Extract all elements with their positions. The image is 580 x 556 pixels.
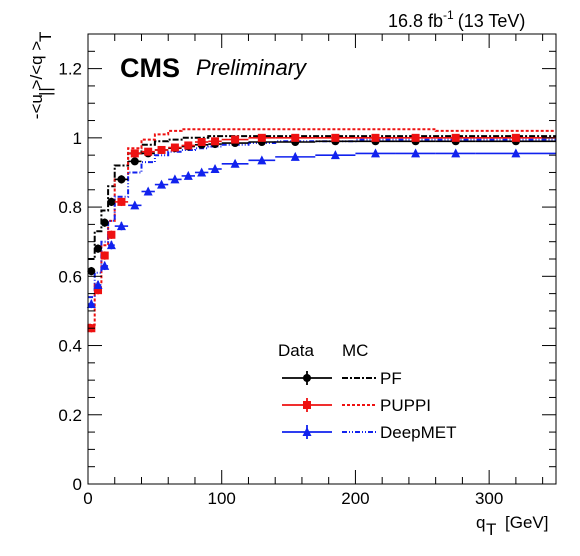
data-point (197, 138, 206, 146)
data-point (257, 155, 267, 165)
legend-entry-puppi: PUPPI (282, 396, 431, 415)
data-point (116, 221, 126, 231)
legend-label: PUPPI (380, 396, 431, 415)
mc-line-puppi (88, 128, 556, 326)
data-point (330, 150, 340, 160)
experiment-label: CMS (120, 53, 180, 83)
legend-entry-deepmet: DeepMET (282, 423, 457, 442)
x-axis-title-main: q (476, 513, 485, 532)
data-point (291, 133, 300, 142)
x-axis-title-unit: [GeV] (505, 513, 548, 532)
axes: 0 0.2 0.4 0.6 0.8 1 1.2 0 100 200 300 (58, 33, 557, 508)
y-tick-label: 0.2 (58, 406, 82, 425)
y-axis-title-text: -<u >/<q > (27, 41, 46, 120)
data-point (183, 170, 193, 180)
data-point (170, 174, 180, 184)
x-tick-label: 0 (83, 489, 92, 508)
lumi-label: 16.8 fb-1 (13 TeV) (388, 8, 525, 31)
data-point (107, 197, 116, 206)
mc-line-deepmet (88, 138, 556, 299)
x-axis-title-sub: T (486, 520, 496, 539)
y-axis-title-sub-t: T (36, 32, 55, 42)
data-point (170, 143, 179, 152)
series-puppi (87, 133, 556, 333)
data-point (210, 164, 220, 173)
data-point (290, 151, 300, 161)
x-tick-label: 100 (208, 489, 236, 508)
data-point (117, 175, 126, 184)
data-point (411, 133, 420, 142)
data-point (86, 299, 96, 308)
legend-header-data: Data (278, 341, 314, 360)
data-point (144, 147, 153, 156)
y-axis-title-sub-par: || (36, 87, 55, 96)
legend-data-marker (303, 374, 311, 382)
x-tick-label: 300 (475, 489, 503, 508)
data-point (100, 251, 109, 260)
data-point (451, 148, 461, 158)
x-tick-label: 200 (341, 489, 369, 508)
data-point (211, 137, 220, 146)
data-point (130, 149, 139, 158)
series-deepmet (86, 148, 556, 309)
legend-label: DeepMET (380, 423, 457, 442)
y-tick-label: 1 (73, 129, 82, 148)
series-pf (87, 137, 556, 276)
mc-line-pf (88, 135, 556, 260)
data-point (257, 133, 266, 142)
data-point (511, 133, 520, 142)
data-point (230, 158, 240, 168)
data-point (106, 240, 116, 250)
y-tick-label: 0 (73, 475, 82, 494)
data-points (86, 133, 556, 333)
x-axis-title: q T [GeV] (476, 513, 548, 539)
y-tick-label: 0.6 (58, 267, 82, 286)
y-tick-label: 1.2 (58, 60, 82, 79)
legend: Data MC PF PUPPI DeepMET (278, 341, 457, 442)
data-point (130, 157, 139, 166)
data-point (117, 197, 126, 206)
data-point (87, 267, 96, 276)
energy-label: (13 TeV) (458, 11, 526, 31)
svg-text:16.8 fb-1(13 TeV): 16.8 fb-1 (13 TeV) (388, 8, 525, 31)
data-point (411, 148, 421, 158)
data-point (511, 148, 521, 158)
mc-histograms (88, 128, 556, 326)
legend-entry-pf: PF (282, 369, 402, 388)
data-point (130, 200, 140, 210)
data-point (93, 279, 103, 289)
data-point (451, 133, 460, 142)
data-point (100, 260, 110, 270)
data-point (197, 167, 207, 177)
plot-frame (87, 33, 557, 485)
legend-data-marker (302, 427, 312, 436)
legend-header-mc: MC (342, 341, 368, 360)
data-point (231, 135, 240, 144)
data-point (100, 218, 109, 227)
status-label: Preliminary (196, 55, 308, 80)
data-point (94, 244, 103, 253)
data-point (371, 133, 380, 142)
data-point (331, 133, 340, 142)
lumi-value: 16.8 fb (388, 11, 443, 31)
lumi-exponent: -1 (443, 8, 454, 22)
data-point (94, 286, 103, 295)
data-point (184, 141, 193, 150)
data-point (107, 230, 116, 239)
y-tick-label: 0.8 (58, 198, 82, 217)
y-tick-label: 0.4 (58, 337, 82, 356)
data-point (157, 179, 167, 189)
data-point (157, 145, 166, 154)
legend-data-marker (303, 401, 311, 409)
y-axis-title: -<u >/<q > || T (27, 32, 55, 120)
data-point (370, 148, 380, 158)
data-point (143, 186, 153, 196)
legend-label: PF (380, 369, 402, 388)
